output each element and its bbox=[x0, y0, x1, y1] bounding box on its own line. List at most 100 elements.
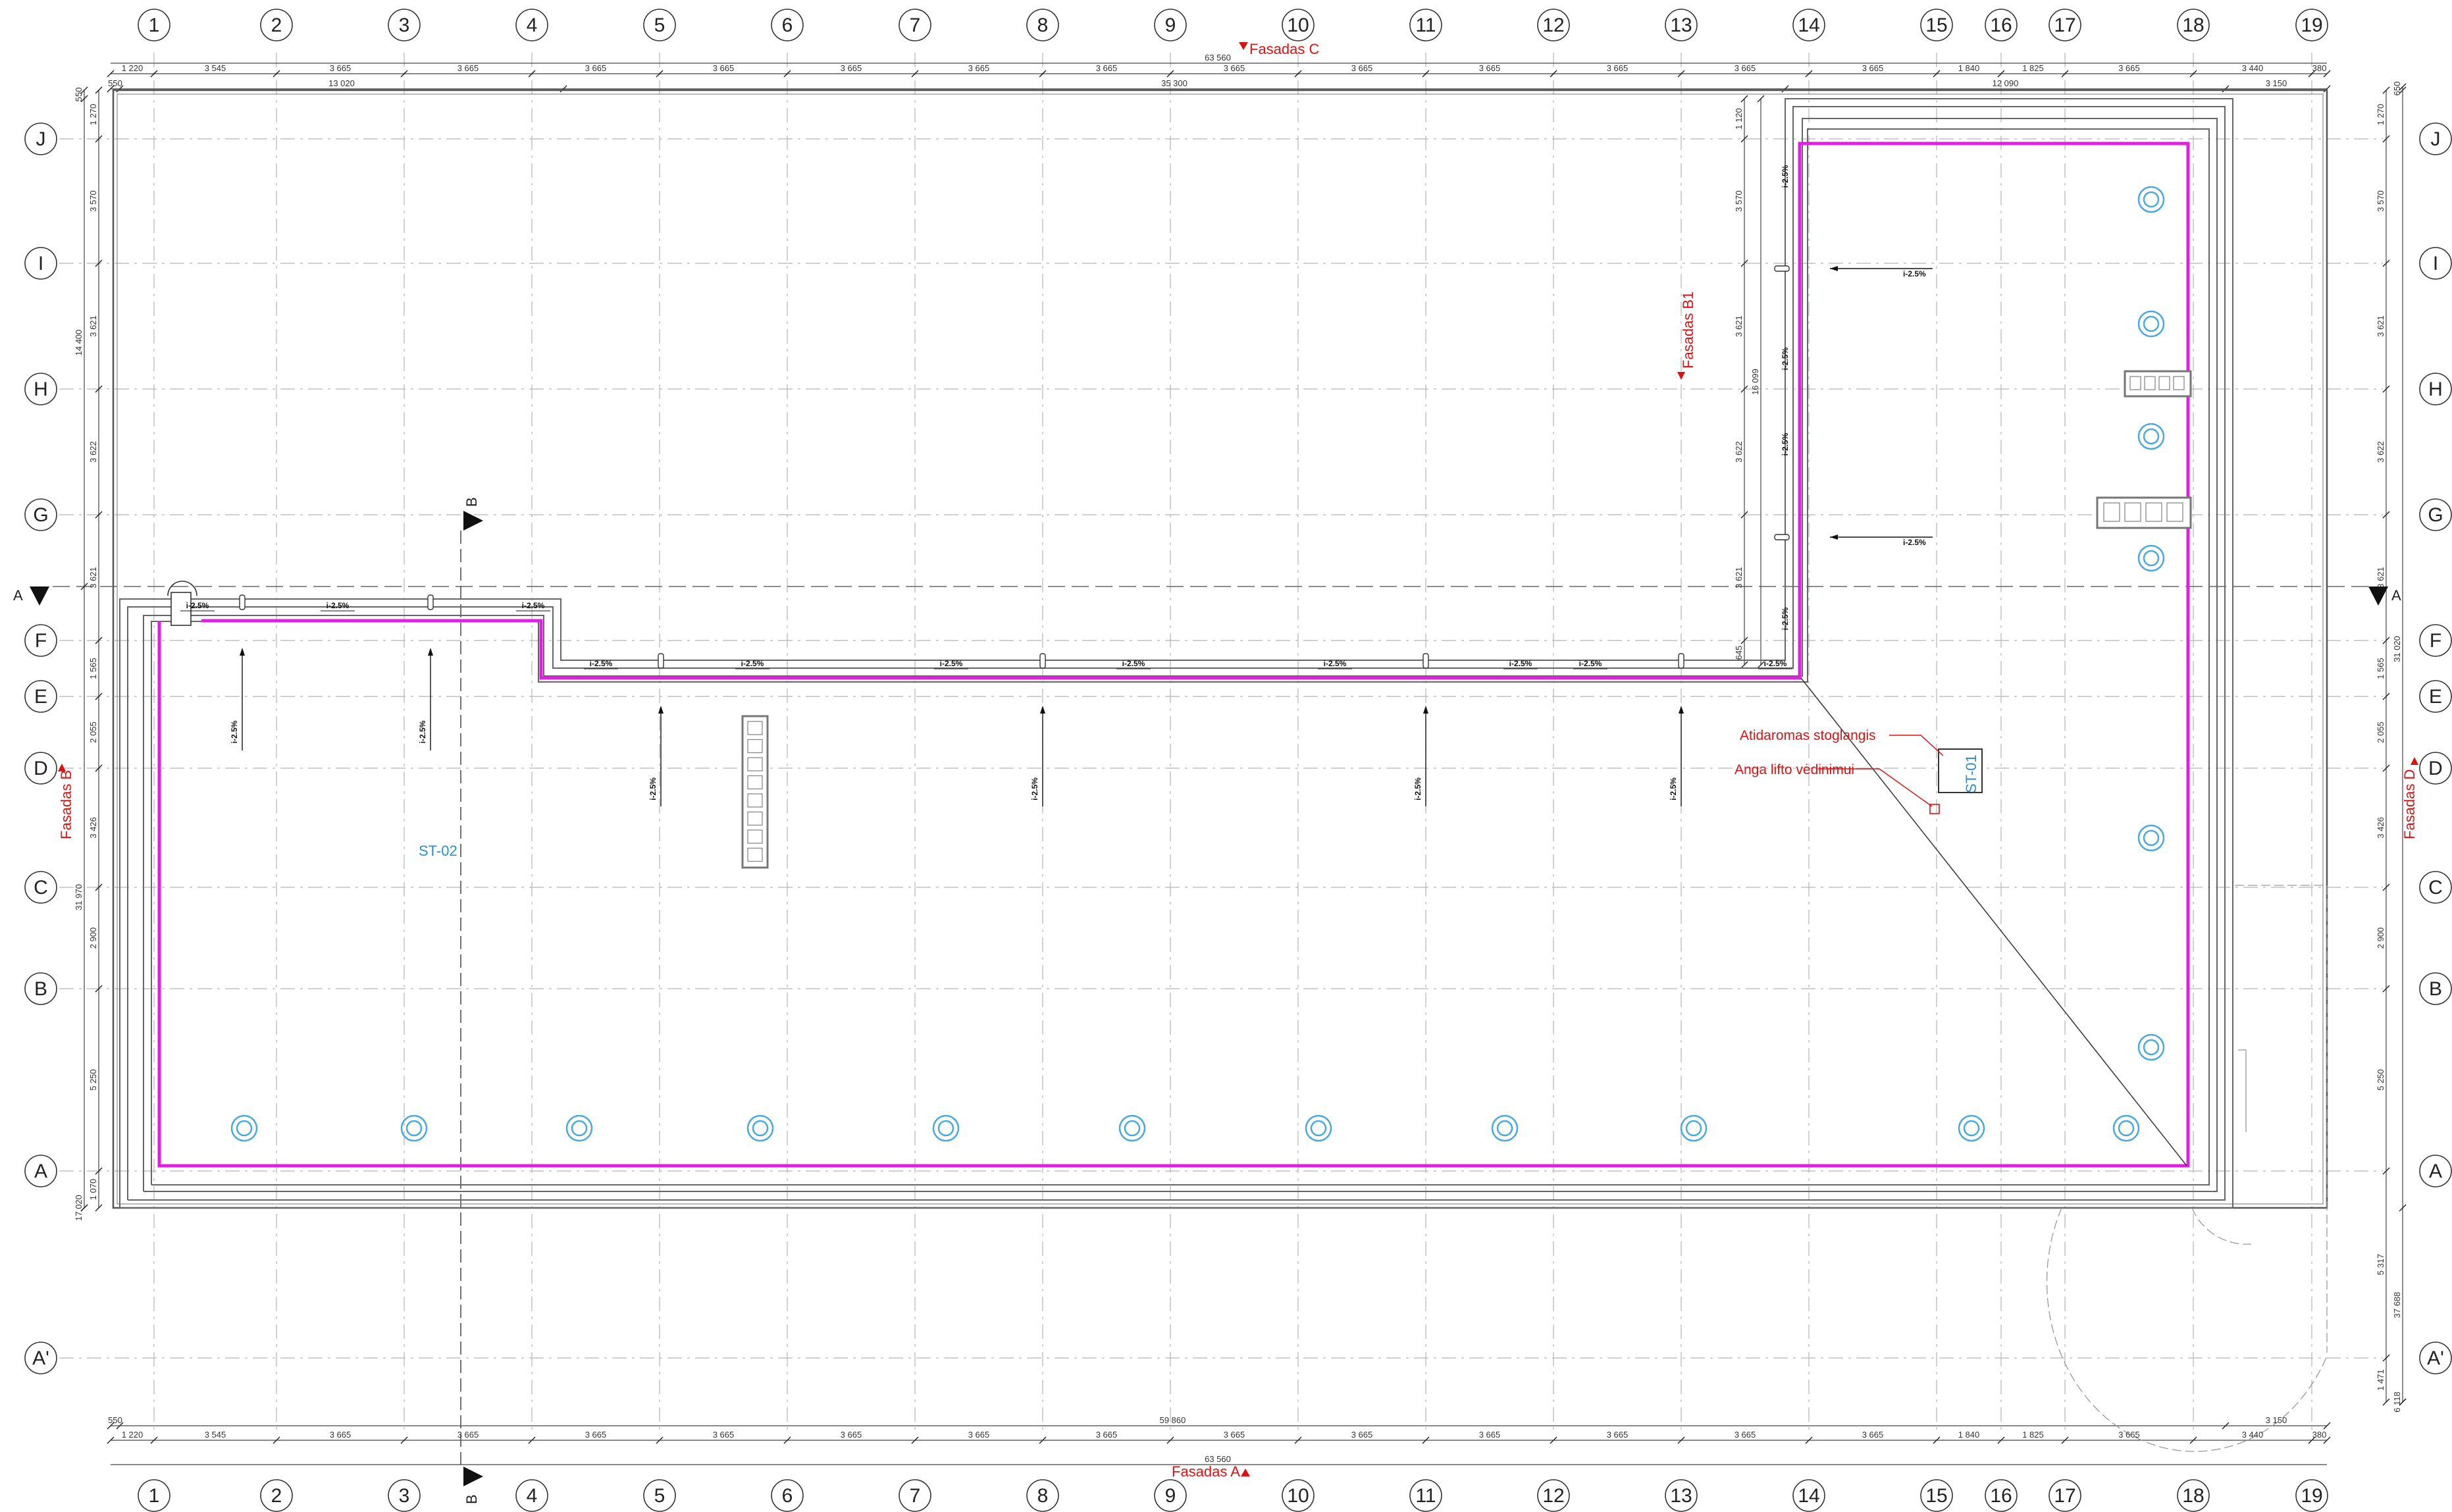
dim-wing-detail-tick bbox=[1740, 385, 1748, 393]
dim-top-detail-tick bbox=[1422, 70, 1430, 78]
gutter-slope-label: i-2.5% bbox=[741, 659, 764, 668]
dim-bottom-detail-text: 3 440 bbox=[2242, 1430, 2264, 1440]
dim-top-detail-tick bbox=[150, 70, 158, 78]
grid-bubble-row-C-left bbox=[24, 871, 57, 904]
dim-wing-detail-tick bbox=[1740, 135, 1748, 143]
scupper-icon bbox=[1774, 534, 1790, 540]
grid-label-row-A'-left: A' bbox=[32, 1347, 49, 1369]
dim-top-detail-tick bbox=[528, 70, 536, 78]
grid-bubble-col-10-bottom bbox=[1282, 1479, 1315, 1512]
grid-bubble-col-11-bottom bbox=[1409, 1479, 1442, 1512]
dim-right-overall-tick bbox=[2399, 83, 2407, 91]
dim-right-detail-tick bbox=[2382, 259, 2390, 267]
grid-bubble-row-A-right bbox=[2419, 1155, 2452, 1187]
dim-bottom-detail-text: 3 665 bbox=[1479, 1430, 1501, 1440]
dim-right-overall-tick bbox=[2399, 86, 2407, 94]
dim-bottom-detail-tick bbox=[107, 1436, 115, 1444]
dim-top-detail-tick bbox=[911, 70, 919, 78]
slope-markers: i-2.5% i-2.5% i-2.5% i-2.5% i-2.5% i-2.5% i-2.… bbox=[180, 165, 1933, 806]
grid-label-row-G-right: G bbox=[2428, 504, 2443, 526]
roof-drain-icon bbox=[2137, 423, 2165, 450]
roof-drain-icon bbox=[932, 1114, 960, 1142]
roof-drain-inner bbox=[2118, 1120, 2135, 1137]
dim-right-detail-tick bbox=[2382, 764, 2390, 772]
slope-label: i-2.5% bbox=[1903, 538, 1926, 547]
roof-drains bbox=[230, 186, 2165, 1142]
dim-wing-overall-tick bbox=[1757, 95, 1765, 103]
dim-left-detail-tick bbox=[95, 135, 103, 143]
gutter-slope-label: i-2.5% bbox=[1122, 659, 1145, 668]
grid-bubble-col-16-bottom bbox=[1985, 1479, 2018, 1512]
building-outline bbox=[112, 89, 2328, 1452]
dim-top-detail-tick bbox=[2308, 70, 2316, 78]
dim-bottom-detail-text: 1 840 bbox=[1958, 1430, 1980, 1440]
dim-right-overall-text: 31 020 bbox=[2392, 636, 2402, 662]
grid-label-col-6-bottom: 6 bbox=[782, 1485, 793, 1507]
grid-label-col-18-bottom: 18 bbox=[2182, 1485, 2204, 1507]
gutter-slope-label: i-2.5% bbox=[1781, 165, 1790, 188]
dim-bottom-detail-text: 3 665 bbox=[713, 1430, 735, 1440]
slope-label: i-2.5% bbox=[1669, 777, 1678, 800]
section-marker-icon bbox=[463, 1467, 483, 1486]
grid-label-col-8-bottom: 8 bbox=[1037, 1485, 1049, 1507]
slope-label: i-2.5% bbox=[418, 720, 427, 743]
dim-bottom-detail-text: 3 665 bbox=[1607, 1430, 1629, 1440]
grid-bubble-row-F-left bbox=[24, 624, 57, 657]
dim-top-detail-tick bbox=[2061, 70, 2069, 78]
dim-left-detail-text: 1 565 bbox=[88, 658, 98, 679]
dim-left-overall-text: 31 970 bbox=[74, 884, 84, 910]
dim-top-detail-tick bbox=[1677, 70, 1685, 78]
slope-label: i-2.5% bbox=[1903, 269, 1926, 278]
grid-bubble-col-2-top bbox=[260, 9, 293, 41]
dim-left-detail-text: 2 900 bbox=[88, 927, 98, 949]
dim-top-detail-tick bbox=[1933, 70, 1941, 78]
dim-bottom-detail-tick bbox=[1294, 1436, 1302, 1444]
dim-left-detail-text: 2 055 bbox=[88, 721, 98, 743]
skylight-pane bbox=[2145, 502, 2162, 522]
section-b-bottom-text: B bbox=[463, 1494, 480, 1504]
grid-bubble-col-10-top bbox=[1282, 9, 1315, 41]
grid-label-col-6-top: 6 bbox=[782, 14, 793, 36]
grid-bubble-col-13-top bbox=[1665, 9, 1698, 41]
grid-label-col-9-top: 9 bbox=[1165, 14, 1176, 36]
grid-bubble-col-15-top bbox=[1920, 9, 1953, 41]
dim-top-detail-text: 3 665 bbox=[1607, 63, 1629, 73]
dim-top-detail-text: 3 665 bbox=[841, 63, 862, 73]
grid-label-row-H-left: H bbox=[34, 378, 48, 400]
grid-label-col-19-bottom: 19 bbox=[2301, 1485, 2322, 1507]
dim-left-detail-text: 1 070 bbox=[88, 1179, 98, 1201]
gutter-slope-label: i-2.5% bbox=[1324, 659, 1347, 668]
scupper-icon bbox=[658, 653, 664, 669]
roof-drain-inner bbox=[1310, 1120, 1327, 1137]
dim-wing-detail-tick bbox=[1740, 259, 1748, 267]
skylight-pane bbox=[2166, 502, 2183, 522]
roof-drain-icon bbox=[2112, 1114, 2140, 1142]
grid-bubble-row-C-right bbox=[2419, 871, 2452, 904]
dim-right-detail-text: 3 622 bbox=[2376, 441, 2386, 463]
dim-right-detail-text: 2 055 bbox=[2376, 721, 2386, 743]
dim-top-overall-text: 35 300 bbox=[1161, 78, 1187, 88]
dim-bottom-overall-tick bbox=[107, 1422, 115, 1430]
facade-b-marker-icon bbox=[58, 764, 66, 771]
note-hatch-text: Atidaromas stoglangis bbox=[1740, 728, 1876, 743]
grid-bubble-row-E-right bbox=[2419, 680, 2452, 713]
dim-right-detail-tick bbox=[2382, 1354, 2390, 1362]
grid-bubble-row-D-left bbox=[24, 752, 57, 785]
roof-drain-icon bbox=[2137, 310, 2165, 338]
dim-right-detail-text: 3 570 bbox=[2376, 190, 2386, 212]
grid-label-col-17-top: 17 bbox=[2054, 14, 2075, 36]
dim-right-overall-text: 37 688 bbox=[2392, 1292, 2402, 1318]
dim-right-detail-tick bbox=[2382, 385, 2390, 393]
grid-label-col-3-bottom: 3 bbox=[399, 1485, 410, 1507]
chimney-hood bbox=[167, 581, 197, 596]
skylight-pane bbox=[2144, 376, 2156, 390]
dim-top-overall-tick bbox=[1781, 85, 1789, 93]
grid-label-col-13-bottom: 13 bbox=[1670, 1485, 1692, 1507]
gutter-slope-label: i-2.5% bbox=[940, 659, 963, 668]
dim-bottom-detail-tick bbox=[2189, 1436, 2197, 1444]
skylight-pane bbox=[747, 811, 763, 826]
roof-drain-icon bbox=[2137, 544, 2165, 572]
grid-bubble-row-D-right bbox=[2419, 752, 2452, 785]
dim-wing-detail-tick bbox=[1740, 511, 1748, 519]
